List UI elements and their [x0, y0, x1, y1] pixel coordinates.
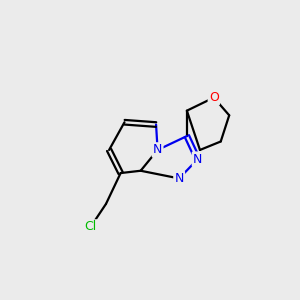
Text: N: N	[193, 153, 202, 166]
Text: O: O	[209, 91, 219, 104]
Text: Cl: Cl	[85, 220, 97, 233]
Text: N: N	[175, 172, 184, 185]
Text: N: N	[153, 143, 162, 157]
